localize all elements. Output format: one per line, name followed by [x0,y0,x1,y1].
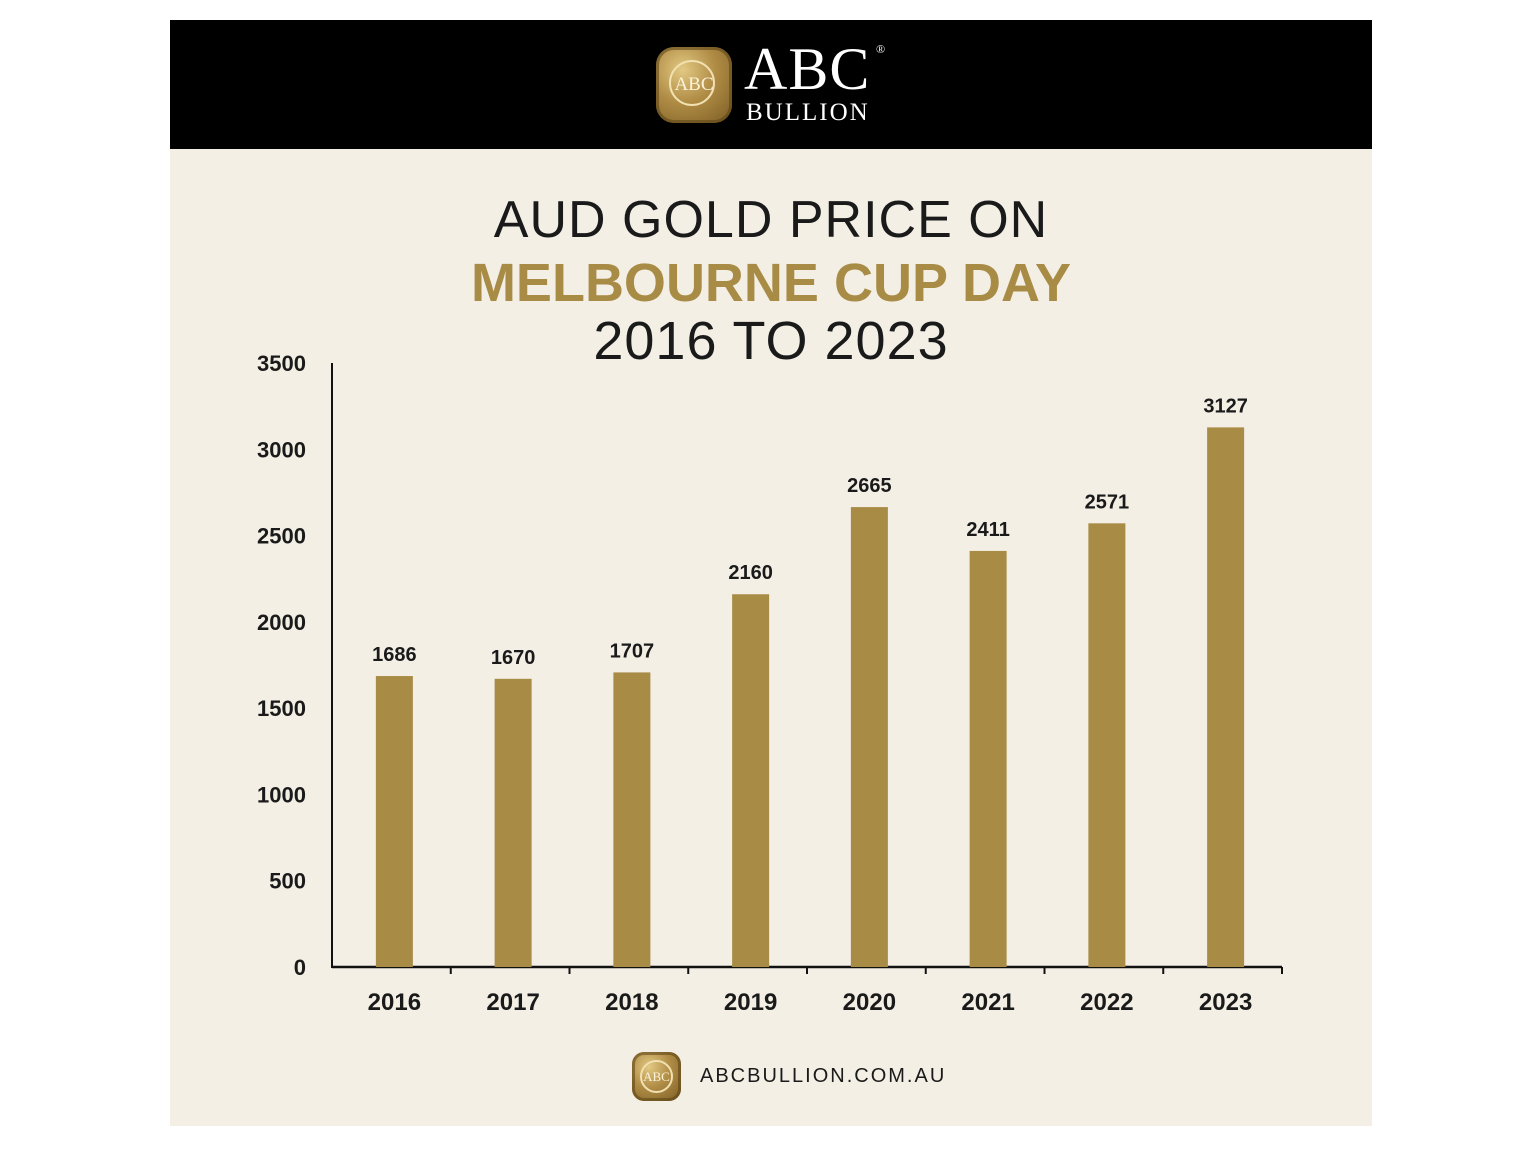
bar-data-label: 1707 [610,640,655,662]
y-tick-label: 500 [269,869,306,894]
footer-logo-ring-icon [640,1060,673,1093]
bar [375,676,413,967]
bar-data-label: 2411 [966,519,1009,541]
bar [1207,427,1245,967]
bar-data-label: 1670 [491,647,536,669]
chart-title-line-1: AUD GOLD PRICE ON [493,191,1049,249]
bar-data-label: 2160 [728,562,773,584]
bar-chart: 0 500 1000 1500 2000 2500 3000 3500 1686 2016 1670… [257,351,1283,1016]
x-tick-label: 2023 [1199,989,1252,1016]
x-tick-label: 2022 [1080,989,1133,1016]
y-tick-label: 1500 [257,696,306,721]
bar-data-label: 3127 [1203,395,1248,417]
y-tick-label: 3500 [257,351,306,376]
y-tick-label: 0 [294,955,306,980]
bar [494,678,532,967]
x-tick-label: 2016 [368,989,421,1016]
bar [1088,523,1126,967]
y-tick-label: 1000 [257,782,306,807]
brand-name: ABC [744,36,871,102]
bar [732,594,770,967]
bar-data-label: 2571 [1085,491,1130,513]
x-tick-label: 2018 [605,989,658,1016]
logo-badge-text: ABC [674,74,714,95]
x-tick-label: 2019 [724,989,777,1016]
x-tick-label: 2017 [486,989,539,1016]
y-tick-label: 2000 [257,610,306,635]
logo-ring-icon [669,60,715,106]
bar [850,507,888,967]
chart-title-line-2: MELBOURNE CUP DAY [470,253,1072,313]
x-tick-label: 2020 [843,989,896,1016]
abc-bullion-logo-badge: ABC [656,47,732,123]
website-link[interactable]: ABCBULLION.COM.AU [700,1065,947,1087]
bar [969,550,1007,967]
bar-data-label: 1686 [372,644,417,666]
registered-mark: ® [876,42,886,56]
brand-subtitle: BULLION [746,99,870,126]
bar [613,672,651,967]
y-tick-label: 2500 [257,524,306,549]
footer-logo-badge: ABC [632,1052,681,1101]
x-tick-label: 2021 [961,989,1014,1016]
footer-logo-badge-text: ABC [643,1069,670,1084]
y-tick-label: 3000 [257,437,306,462]
infographic-card: ABC ABC ® BULLION AUD GOLD PRICE ON MELB… [170,20,1372,1126]
bar-data-label: 2665 [847,475,892,497]
chart-title-line-3: 2016 TO 2023 [593,311,949,371]
brand-header: ABC ABC ® BULLION [170,20,1372,149]
